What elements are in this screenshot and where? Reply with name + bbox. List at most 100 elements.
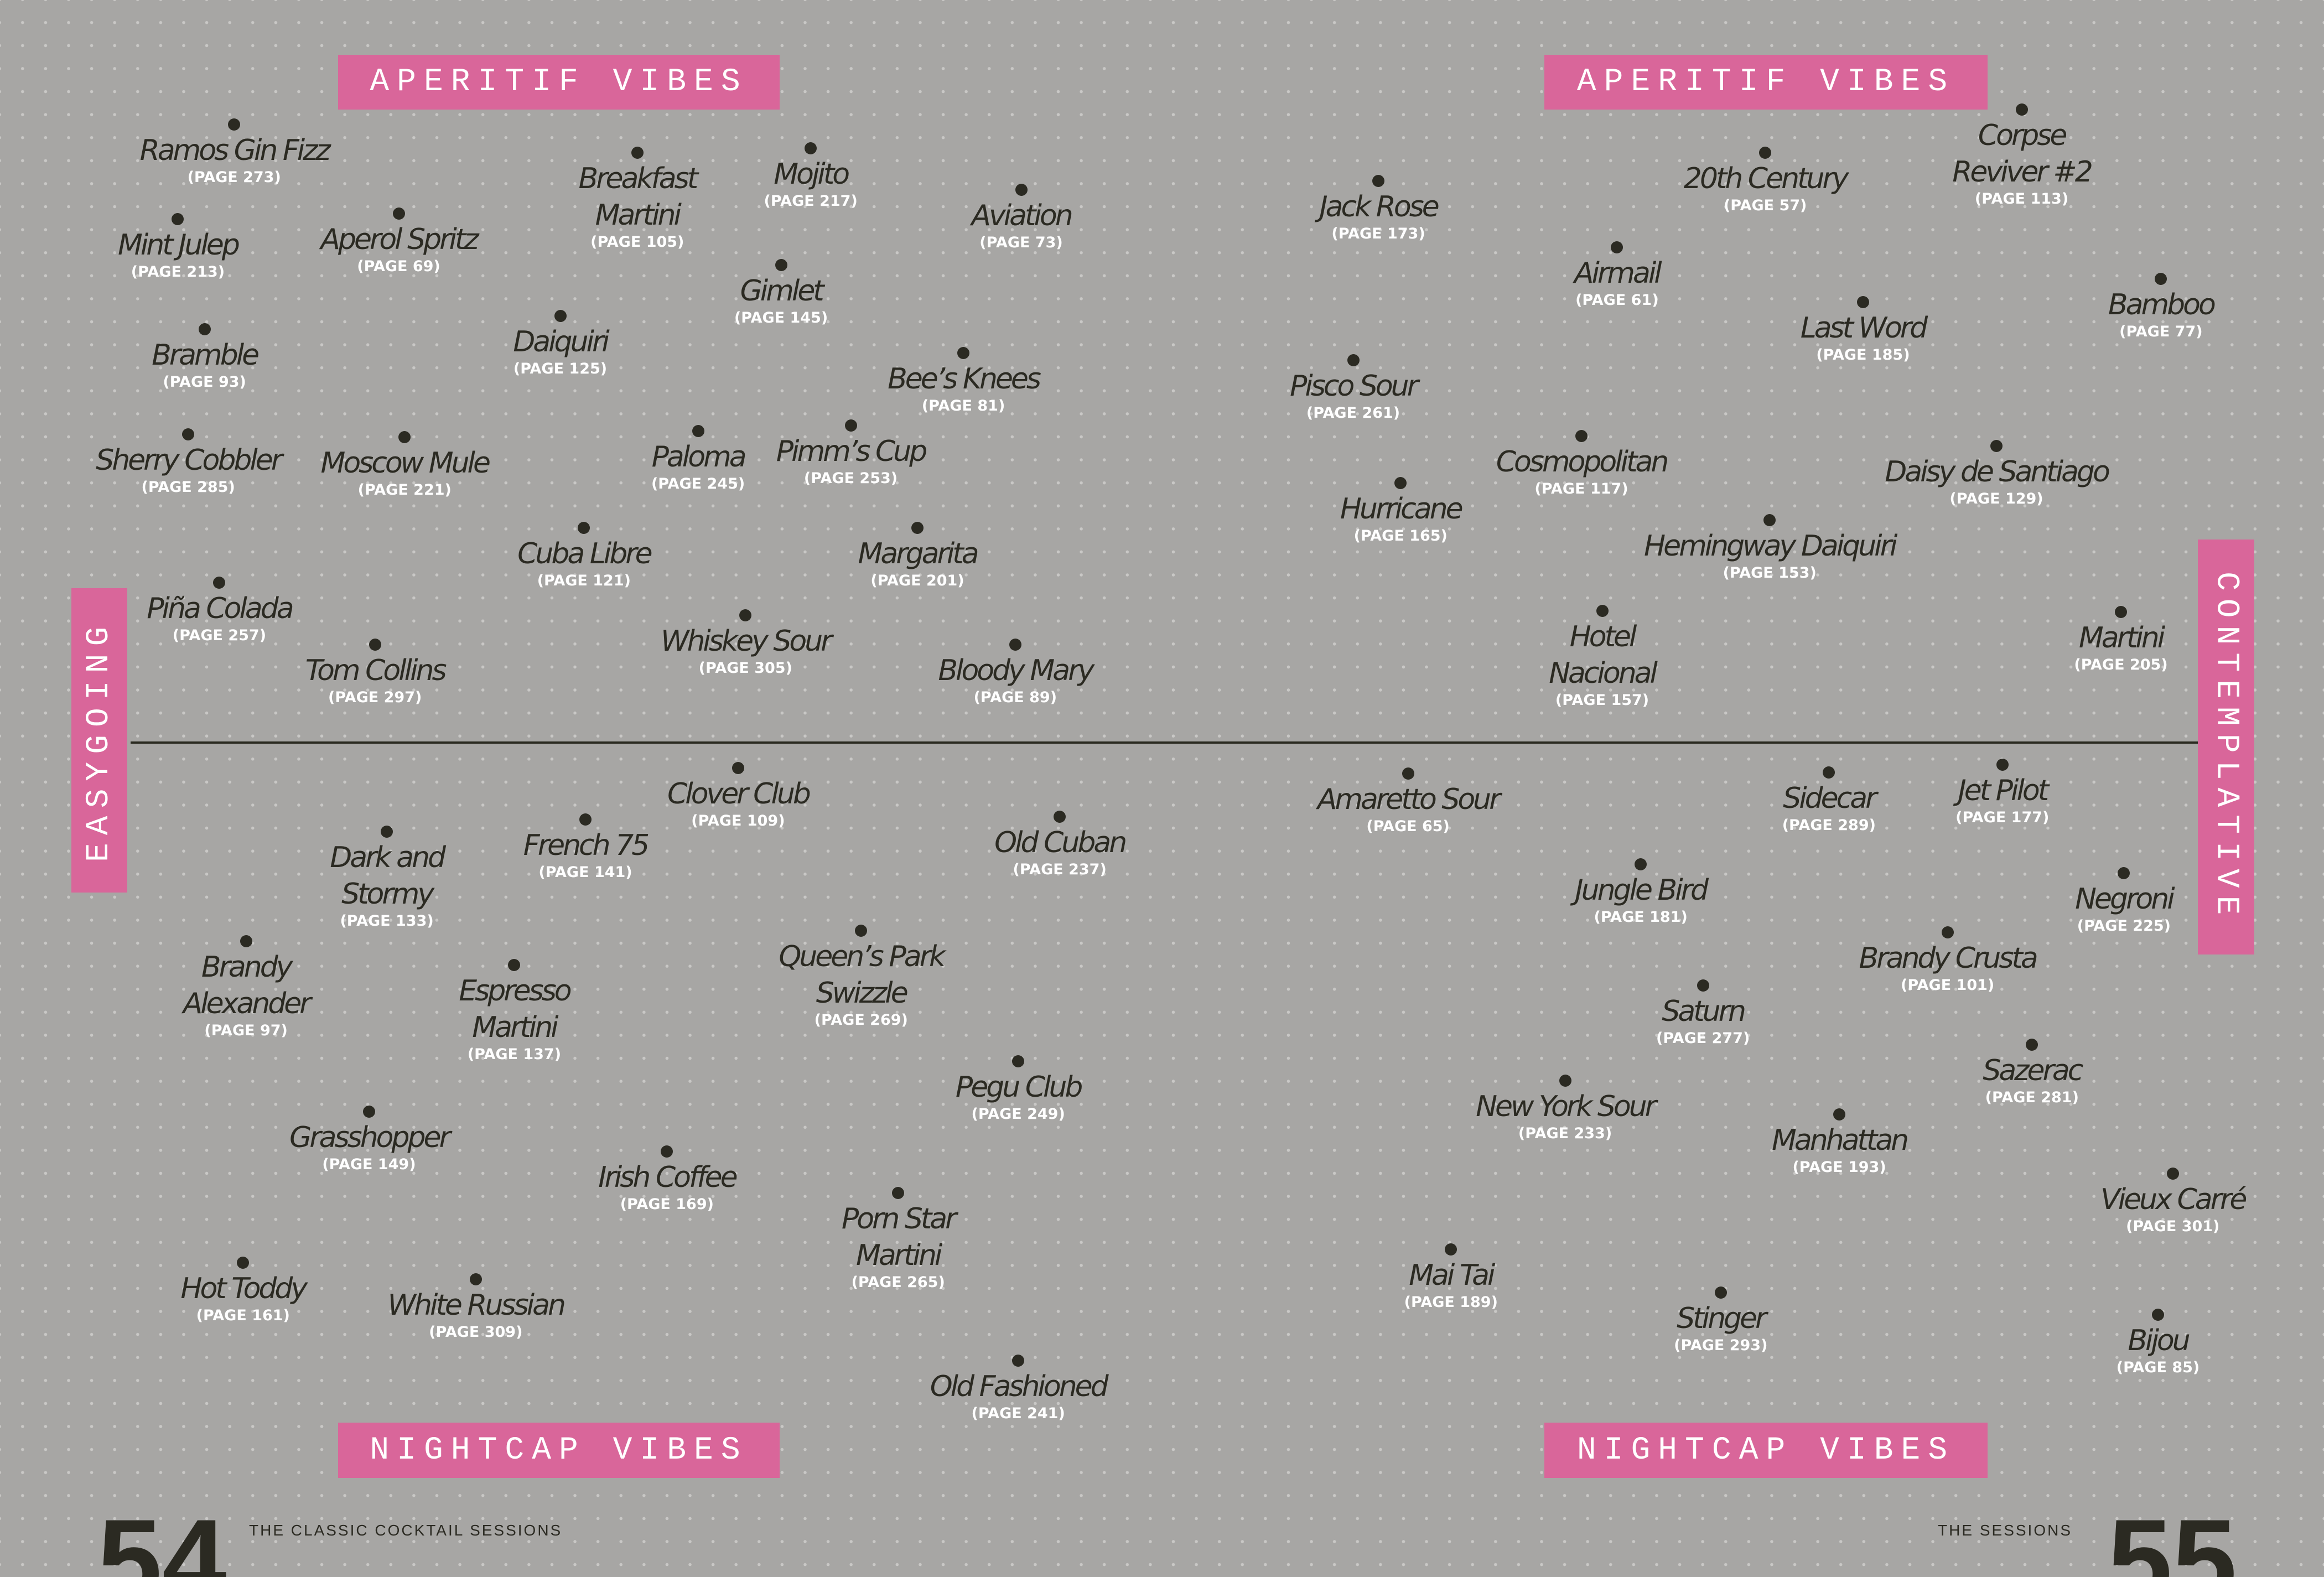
cocktail-entry: Daiquiri (PAGE 125) xyxy=(367,324,754,378)
cocktail-dot xyxy=(775,259,787,272)
cocktail-name: Tom Collins xyxy=(305,654,447,688)
cocktail-dot xyxy=(578,521,590,534)
cocktail-entry: Pegu Club (PAGE 249) xyxy=(824,1069,1212,1123)
page-reference: (PAGE 237) xyxy=(1013,860,1107,878)
page-reference: (PAGE 69) xyxy=(357,257,440,275)
page-reference: (PAGE 281) xyxy=(1985,1089,2079,1107)
cocktail-name: Last Word xyxy=(1800,312,1928,345)
page-reference: (PAGE 89) xyxy=(973,689,1057,707)
cocktail-entry: Breakfast Martini (PAGE 105) xyxy=(444,160,831,251)
page-reference: (PAGE 289) xyxy=(1782,816,1876,834)
page-reference: (PAGE 305) xyxy=(698,659,792,677)
page-number: 54 xyxy=(97,1495,227,1577)
cocktail-name: Martini xyxy=(2078,621,2165,655)
cocktail-dot xyxy=(1996,759,2009,771)
cocktail-dot xyxy=(1009,639,1021,651)
cocktail-dot xyxy=(182,428,195,440)
cocktail-name: Vieux Carré xyxy=(2100,1183,2247,1217)
cocktail-dot xyxy=(1445,1243,1457,1256)
page-reference: (PAGE 285) xyxy=(141,478,235,496)
cocktail-entry: Mai Tai (PAGE 189) xyxy=(1257,1257,1645,1311)
cocktail-entry: New York Sour (PAGE 233) xyxy=(1372,1088,1759,1143)
axis-label: CONTEMPLATIVE xyxy=(2198,540,2254,954)
cocktail-entry: Sidecar (PAGE 289) xyxy=(1635,780,2022,834)
cocktail-dot xyxy=(2155,272,2167,285)
cocktail-entry: Old Fashioned (PAGE 241) xyxy=(824,1368,1212,1423)
cocktail-name: Airmail xyxy=(1574,257,1662,290)
cocktail-name: Hotel Nacional xyxy=(1549,620,1658,690)
page-reference: (PAGE 173) xyxy=(1331,225,1425,242)
cocktail-name: Mai Tai xyxy=(1409,1259,1495,1293)
page-reference: (PAGE 297) xyxy=(328,689,422,707)
cocktail-name: Piña Colada xyxy=(147,592,294,625)
cocktail-entry: Manhattan (PAGE 193) xyxy=(1646,1122,2033,1176)
cocktail-name: Irish Coffee xyxy=(598,1161,738,1195)
cocktail-dot xyxy=(1054,810,1066,823)
cocktail-name: Moscow Mule xyxy=(320,447,491,480)
cocktail-name: Cosmopolitan xyxy=(1496,445,1669,479)
page-reference: (PAGE 117) xyxy=(1534,480,1628,497)
cocktail-entry: Queen’s Park Swizzle (PAGE 269) xyxy=(667,938,1055,1029)
top-label: APERITIF VIBES xyxy=(1544,55,1988,110)
cocktail-dot xyxy=(2026,1039,2038,1051)
cocktail-name: Grasshopper xyxy=(289,1120,451,1154)
page-reference: (PAGE 153) xyxy=(1723,564,1817,582)
cocktail-entry: Corpse Reviver #2 (PAGE 113) xyxy=(1828,117,2216,208)
page-reference: (PAGE 269) xyxy=(814,1011,908,1029)
cocktail-name: Sazerac xyxy=(1983,1054,2083,1088)
page-number: 55 xyxy=(2108,1495,2237,1577)
cocktail-name: Brandy Alexander xyxy=(183,950,312,1020)
cocktail-dot xyxy=(1763,514,1776,527)
running-head: THE SESSIONS xyxy=(1938,1522,2072,1539)
axis-line xyxy=(131,741,2198,744)
cocktail-dot xyxy=(957,346,970,359)
cocktail-entry: Hotel Nacional (PAGE 157) xyxy=(1409,619,1796,709)
cocktail-dot xyxy=(1015,183,1028,196)
cocktail-entry: Tom Collins (PAGE 297) xyxy=(181,652,569,707)
cocktail-entry: Saturn (PAGE 277) xyxy=(1509,993,1897,1047)
cocktail-name: Amaretto Sour xyxy=(1317,783,1501,817)
cocktail-name: Negroni xyxy=(2075,882,2175,916)
cocktail-dot xyxy=(1941,926,1954,938)
cocktail-entry: Whiskey Sour (PAGE 305) xyxy=(552,623,939,677)
cocktail-name: Saturn xyxy=(1662,995,1746,1029)
page-reference: (PAGE 113) xyxy=(1974,190,2069,208)
cocktail-dot xyxy=(362,1105,375,1118)
cocktail-dot xyxy=(2115,606,2128,619)
page-reference: (PAGE 217) xyxy=(764,192,858,210)
cocktail-name: Bijou xyxy=(2128,1324,2190,1357)
cocktail-name: Daiquiri xyxy=(513,325,610,359)
cocktail-dot xyxy=(739,609,752,621)
page-reference: (PAGE 77) xyxy=(2119,323,2203,340)
cocktail-entry: Old Cuban (PAGE 237) xyxy=(866,824,1253,879)
cocktail-dot xyxy=(631,146,644,159)
page-reference: (PAGE 193) xyxy=(1792,1159,1886,1176)
page-reference: (PAGE 57) xyxy=(1723,196,1807,214)
cocktail-name: Pegu Club xyxy=(955,1070,1083,1104)
cocktail-entry: Hot Toddy (PAGE 161) xyxy=(49,1270,437,1325)
page-reference: (PAGE 257) xyxy=(172,626,267,644)
cocktail-entry: Bamboo (PAGE 77) xyxy=(1967,287,2324,341)
cocktail-name: Paloma xyxy=(651,440,747,474)
cocktail-dot xyxy=(1012,1055,1025,1067)
cocktail-dot xyxy=(2118,867,2130,879)
cocktail-entry: Jungle Bird (PAGE 181) xyxy=(1447,872,1834,926)
cocktail-entry: Mint Julep (PAGE 213) xyxy=(0,227,371,281)
cocktail-name: New York Sour xyxy=(1476,1090,1657,1123)
cocktail-dot xyxy=(1635,858,1647,870)
running-head: THE CLASSIC COCKTAIL SESSIONS xyxy=(249,1522,563,1539)
page-reference: (PAGE 61) xyxy=(1575,292,1659,309)
page-reference: (PAGE 177) xyxy=(1955,809,2050,827)
page-reference: (PAGE 189) xyxy=(1404,1294,1498,1311)
cocktail-entry: Amaretto Sour (PAGE 65) xyxy=(1215,781,1602,836)
page-reference: (PAGE 149) xyxy=(322,1155,416,1173)
cocktail-entry: Hemingway Daiquiri (PAGE 153) xyxy=(1576,528,1963,582)
cocktail-name: 20th Century xyxy=(1683,162,1849,195)
cocktail-entry: Gimlet (PAGE 145) xyxy=(588,273,975,327)
page-reference: (PAGE 277) xyxy=(1656,1030,1750,1047)
page-reference: (PAGE 273) xyxy=(187,169,281,186)
cocktail-entry: Cosmopolitan (PAGE 117) xyxy=(1388,444,1775,498)
cocktail-entry: Daisy de Santiago (PAGE 129) xyxy=(1803,454,2190,508)
cocktail-name: Corpse Reviver #2 xyxy=(1952,119,2093,189)
